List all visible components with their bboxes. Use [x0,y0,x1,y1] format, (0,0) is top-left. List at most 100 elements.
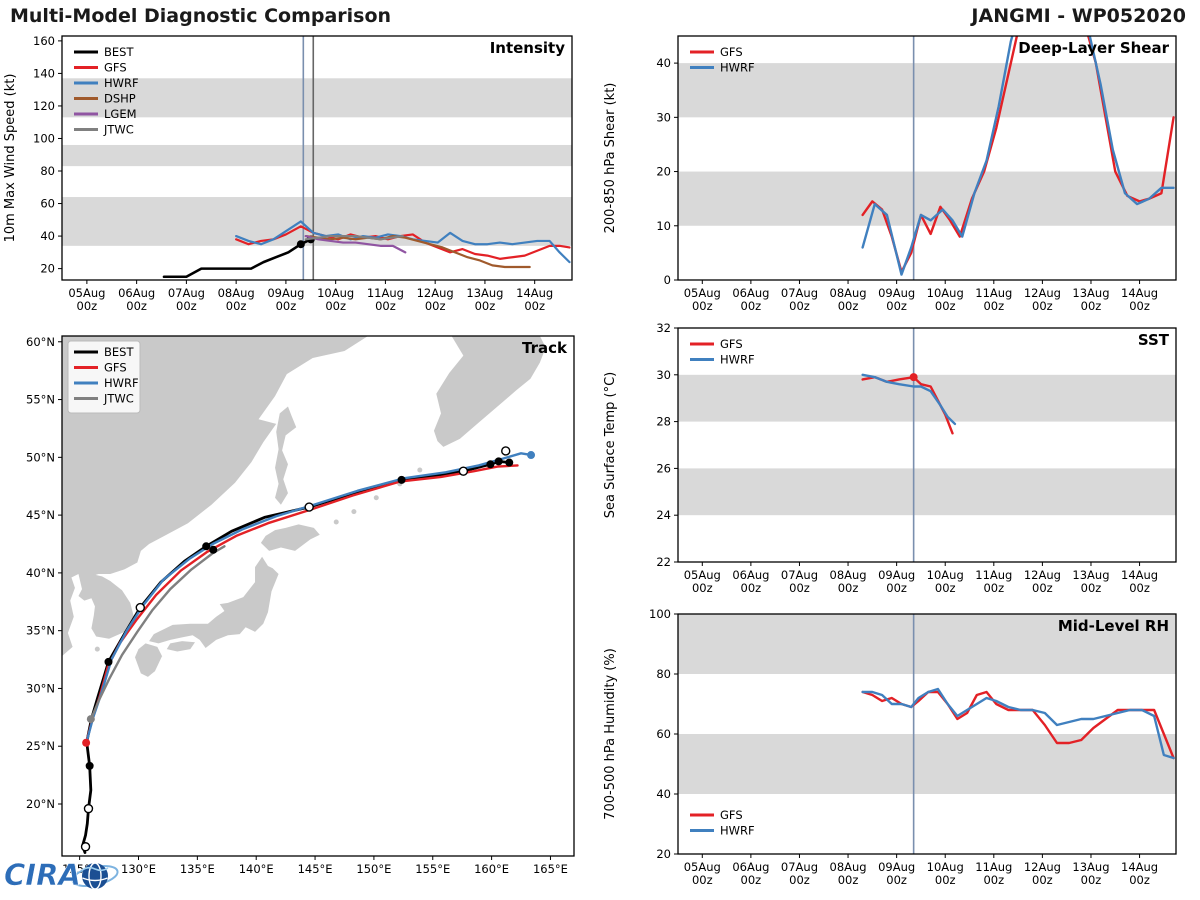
svg-text:00z: 00z [475,299,496,313]
deep-layer-shear-chart: 05Aug 00z 06Aug 00z 07Aug 00z 08Aug 00z 09Aug 00z… [600,26,1200,322]
svg-text:00z: 00z [425,299,446,313]
svg-text:08Aug: 08Aug [830,286,867,300]
svg-text:GFS: GFS [104,361,127,375]
svg-text:11Aug: 11Aug [367,286,404,300]
svg-text:45°N: 45°N [26,508,55,522]
svg-text:14Aug: 14Aug [1121,568,1158,582]
svg-text:00z: 00z [789,873,810,887]
svg-text:30: 30 [656,110,671,124]
svg-text:00z: 00z [886,581,907,595]
svg-text:10Aug: 10Aug [927,286,964,300]
svg-text:09Aug: 09Aug [878,568,915,582]
track-map: 125°E 130°E 135°E 140°E 145°E 150°E 155°E 160°E… [0,324,600,898]
svg-text:200-850 hPa Shear (kt): 200-850 hPa Shear (kt) [603,83,618,234]
svg-text:07Aug: 07Aug [168,286,205,300]
svg-text:135°E: 135°E [180,862,215,876]
svg-text:07Aug: 07Aug [781,860,818,874]
svg-text:100: 100 [33,131,55,145]
globe-wave [81,866,109,872]
svg-text:60: 60 [656,727,671,741]
svg-text:00z: 00z [692,299,713,313]
svg-text:09Aug: 09Aug [267,286,304,300]
svg-text:00z: 00z [983,581,1004,595]
svg-text:JTWC: JTWC [103,123,134,137]
svg-text:00z: 00z [886,873,907,887]
svg-text:40: 40 [656,56,671,70]
svg-text:26: 26 [656,461,671,475]
svg-text:130°E: 130°E [121,862,156,876]
globe-equator [82,877,108,882]
svg-text:160°E: 160°E [474,862,509,876]
svg-text:HWRF: HWRF [104,376,139,390]
svg-text:30: 30 [656,368,671,382]
svg-text:08Aug: 08Aug [830,568,867,582]
svg-text:165°E: 165°E [533,862,568,876]
svg-text:00z: 00z [935,299,956,313]
svg-text:150°E: 150°E [356,862,391,876]
svg-text:11Aug: 11Aug [975,286,1012,300]
svg-text:50°N: 50°N [26,450,55,464]
svg-text:145°E: 145°E [298,862,333,876]
svg-text:07Aug: 07Aug [781,286,818,300]
svg-text:00z: 00z [226,299,247,313]
svg-text:05Aug: 05Aug [684,568,721,582]
svg-text:12Aug: 12Aug [1024,860,1061,874]
svg-text:GFS: GFS [104,61,127,75]
page-title: Multi-Model Diagnostic Comparison [10,5,392,27]
svg-text:00z: 00z [789,581,810,595]
svg-text:SST: SST [1138,331,1170,349]
svg-text:13Aug: 13Aug [1072,568,1109,582]
svg-text:0: 0 [664,273,671,287]
svg-text:00z: 00z [935,581,956,595]
svg-text:100: 100 [649,607,671,621]
svg-text:BEST: BEST [104,345,134,359]
svg-text:LGEM: LGEM [104,107,137,121]
svg-text:24: 24 [656,508,671,522]
svg-text:00z: 00z [741,873,762,887]
svg-text:140°E: 140°E [239,862,274,876]
svg-text:00z: 00z [1032,581,1053,595]
svg-text:35°N: 35°N [26,624,55,638]
cira-logo: CIRA [2,852,122,900]
svg-text:00z: 00z [1129,873,1150,887]
svg-text:00z: 00z [886,299,907,313]
svg-text:00z: 00z [375,299,396,313]
svg-text:00z: 00z [692,873,713,887]
svg-text:14Aug: 14Aug [1121,286,1158,300]
svg-text:HWRF: HWRF [720,824,755,838]
svg-text:Track: Track [522,339,568,357]
svg-text:DSHP: DSHP [104,92,136,106]
svg-text:25°N: 25°N [26,739,55,753]
svg-text:11Aug: 11Aug [975,860,1012,874]
svg-text:00z: 00z [325,299,346,313]
svg-text:05Aug: 05Aug [68,286,105,300]
svg-text:40: 40 [40,229,55,243]
svg-text:08Aug: 08Aug [218,286,255,300]
svg-text:00z: 00z [789,299,810,313]
svg-text:140: 140 [33,66,55,80]
svg-text:12Aug: 12Aug [1024,286,1061,300]
svg-text:HWRF: HWRF [720,353,755,367]
svg-text:14Aug: 14Aug [1121,860,1158,874]
svg-text:700-500 hPa Humidity (%): 700-500 hPa Humidity (%) [603,648,618,820]
svg-text:HWRF: HWRF [720,61,755,75]
svg-text:13Aug: 13Aug [466,286,503,300]
svg-text:00z: 00z [692,581,713,595]
svg-text:00z: 00z [838,873,859,887]
sst-chart: 05Aug 00z 06Aug 00z 07Aug 00z 08Aug 00z 09Aug 00z… [600,318,1200,604]
svg-text:60: 60 [40,197,55,211]
svg-text:00z: 00z [276,299,297,313]
logo-wordmark: CIRA [4,858,81,892]
svg-text:40: 40 [656,787,671,801]
svg-text:00z: 00z [1081,299,1102,313]
svg-text:09Aug: 09Aug [878,860,915,874]
svg-text:30°N: 30°N [26,681,55,695]
svg-text:GFS: GFS [720,45,743,59]
svg-text:80: 80 [656,667,671,681]
svg-text:00z: 00z [1129,299,1150,313]
svg-text:80: 80 [40,164,55,178]
globe-icon [82,863,108,889]
svg-text:28: 28 [656,415,671,429]
svg-text:06Aug: 06Aug [732,568,769,582]
